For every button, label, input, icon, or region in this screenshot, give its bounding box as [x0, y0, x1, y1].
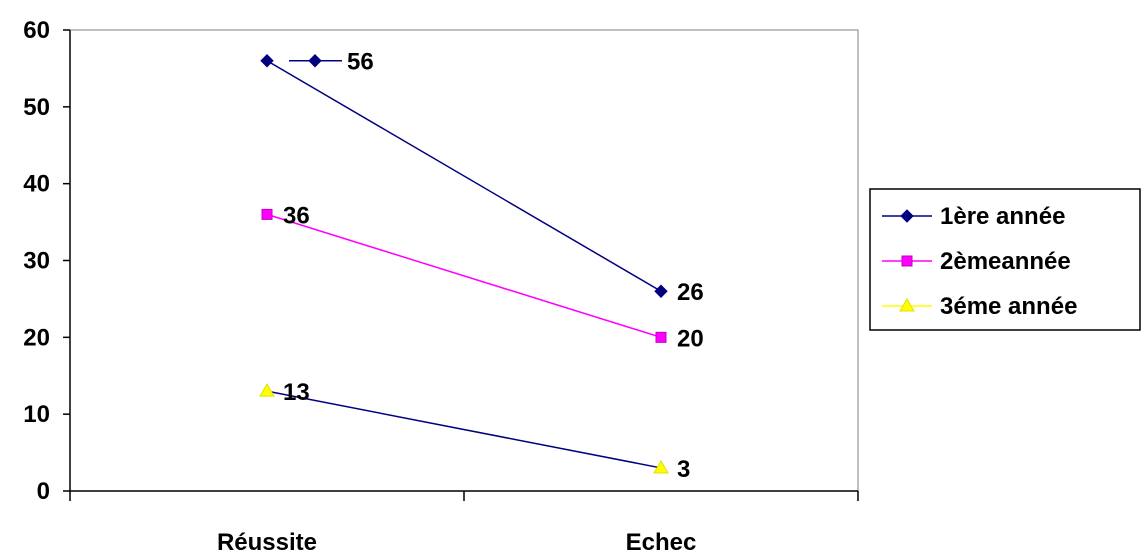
legend-label: 2èmeannée: [940, 248, 1071, 275]
data-label: 3: [677, 456, 690, 483]
data-point: [261, 208, 273, 220]
y-tick-label: 60: [23, 17, 50, 44]
y-tick-label: 50: [23, 94, 50, 121]
x-tick-label: Echec: [626, 529, 697, 556]
data-point: [655, 331, 667, 343]
x-tick-label: Réussite: [217, 529, 317, 556]
label-key-marker: [308, 54, 322, 68]
y-tick-label: 0: [37, 478, 50, 505]
legend-marker: [899, 298, 915, 312]
data-label: 13: [283, 379, 310, 406]
y-tick-label: 20: [23, 324, 50, 351]
legend-marker: [900, 209, 914, 223]
data-label: 26: [677, 279, 704, 306]
legend-marker: [901, 255, 913, 267]
legend-label: 3éme année: [940, 293, 1077, 320]
data-label: 56: [347, 49, 374, 76]
data-point: [260, 54, 274, 68]
data-point: [654, 284, 668, 298]
plot-frame: [69, 29, 859, 492]
series-line: [266, 213, 662, 339]
y-tick-label: 30: [23, 248, 50, 275]
data-point: [653, 459, 669, 474]
y-tick-label: 10: [23, 401, 50, 428]
series-line: [266, 390, 662, 469]
data-point: [259, 383, 275, 397]
legend: 1ère année 2èmeannée 3éme année: [869, 188, 1141, 331]
legend-item: 2èmeannée: [882, 248, 1071, 275]
legend-item: 1ère année: [882, 203, 1065, 230]
series-line: [266, 60, 662, 292]
plot-area: 0 10 20 30 40 50 60 Réussite Echec 56 26 36 20 13 3: [23, 17, 859, 556]
legend-item: 3éme année: [882, 293, 1077, 320]
data-label: 36: [283, 202, 310, 229]
y-tick-label: 40: [23, 171, 50, 198]
data-label: 20: [677, 325, 704, 352]
legend-label: 1ère année: [940, 203, 1065, 230]
